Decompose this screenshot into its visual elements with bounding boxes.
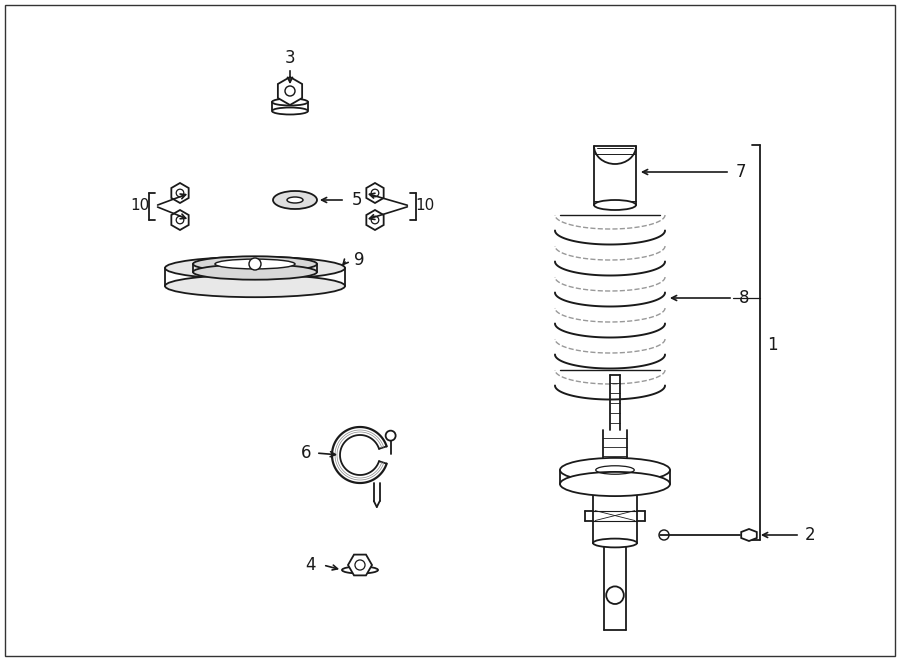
Circle shape	[385, 431, 396, 441]
Text: 6: 6	[301, 444, 311, 462]
Ellipse shape	[165, 257, 345, 279]
Text: 3: 3	[284, 49, 295, 67]
Polygon shape	[366, 210, 383, 230]
Text: 10: 10	[130, 198, 149, 214]
Ellipse shape	[193, 264, 317, 280]
Polygon shape	[742, 529, 757, 541]
Ellipse shape	[165, 275, 345, 297]
Text: 2: 2	[805, 526, 815, 544]
Text: 5: 5	[352, 191, 362, 209]
Ellipse shape	[560, 458, 670, 482]
Ellipse shape	[287, 197, 303, 203]
Text: 4: 4	[306, 556, 316, 574]
Ellipse shape	[193, 256, 317, 272]
Ellipse shape	[560, 472, 670, 496]
Polygon shape	[348, 555, 372, 575]
Polygon shape	[366, 183, 383, 203]
Polygon shape	[171, 210, 189, 230]
Ellipse shape	[342, 566, 378, 574]
Text: 9: 9	[354, 251, 364, 269]
Ellipse shape	[593, 539, 637, 547]
Text: 8: 8	[739, 289, 749, 307]
Ellipse shape	[215, 259, 295, 269]
Text: 1: 1	[767, 336, 778, 354]
Circle shape	[249, 258, 261, 270]
Text: 7: 7	[736, 163, 746, 181]
Ellipse shape	[272, 108, 308, 114]
Polygon shape	[278, 77, 302, 105]
Text: 10: 10	[416, 198, 435, 214]
Polygon shape	[171, 183, 189, 203]
Ellipse shape	[594, 200, 636, 210]
Ellipse shape	[273, 191, 317, 209]
